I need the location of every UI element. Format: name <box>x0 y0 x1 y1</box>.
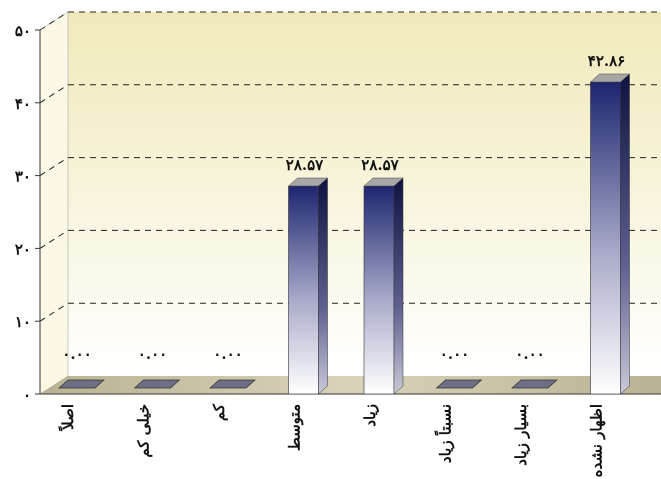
bar-front <box>288 185 319 395</box>
gridline-side <box>39 302 69 322</box>
gridline-side <box>39 157 69 177</box>
y-axis-ticks: ۰ ۱۰ ۲۰ ۳۰ ۴۰ ۵۰ <box>15 22 40 404</box>
data-label: ۰.۰۰ <box>62 345 91 363</box>
bar <box>287 177 329 395</box>
y-tick-label: ۵۰ <box>15 22 31 40</box>
y-tick-label: ۳۰ <box>15 168 31 186</box>
bar-side <box>620 73 630 395</box>
bar-flat <box>435 379 483 389</box>
gridline-side <box>39 229 69 249</box>
bar-side <box>318 177 328 395</box>
bar-front <box>363 185 395 395</box>
bar-side <box>393 177 404 395</box>
data-label: ۲۸.۵۷ <box>286 156 324 174</box>
data-label: ۴۲.۸۶ <box>588 52 625 70</box>
bar <box>133 379 181 389</box>
bar <box>363 177 404 395</box>
gridline-side <box>39 11 69 31</box>
data-label: ۰.۰۰ <box>515 345 544 363</box>
chart-floor <box>40 376 661 394</box>
gridline-side <box>39 84 69 104</box>
category-labels: اصلاً خیلی کم کم متوسط زیاد نسبتاً زیاد بسیار … <box>58 403 606 477</box>
y-tick-label: ۱۰ <box>15 313 31 331</box>
category-label: بسیار زیاد <box>512 404 530 466</box>
gridlines <box>39 11 661 322</box>
data-label: ۰.۰۰ <box>213 345 242 363</box>
bar-front <box>590 81 621 395</box>
bar <box>511 379 558 389</box>
category-label: نسبتاً زیاد <box>434 404 454 463</box>
y-tick-label: ۰ <box>23 386 31 404</box>
category-label: خیلی کم <box>135 404 153 458</box>
data-label: ۰.۰۰ <box>138 345 167 363</box>
data-label: ۰.۰۰ <box>440 345 469 363</box>
bar-flat <box>133 379 181 389</box>
bar-top <box>363 177 404 187</box>
category-label: اصلاً <box>58 404 77 432</box>
bar-top <box>589 73 631 83</box>
bar <box>589 73 631 395</box>
y-tick-label: ۴۰ <box>15 95 31 113</box>
bars <box>58 73 631 395</box>
bar <box>435 379 483 389</box>
bar-flat <box>209 379 256 389</box>
category-label: اظهار نشده <box>588 404 606 477</box>
value-labels: ۰.۰۰ ۰.۰۰ ۰.۰۰ ۲۸.۵۷ ۲۸.۵۷ ۰.۰۰ ۰.۰۰ ۴۲.۸۶ <box>62 52 625 363</box>
y-tick-label: ۲۰ <box>15 240 31 258</box>
category-label: کم <box>210 403 228 421</box>
bar-flat <box>511 379 558 389</box>
bar <box>58 379 105 389</box>
bar-top <box>287 177 329 187</box>
category-label: متوسط <box>286 404 304 451</box>
bar <box>209 379 256 389</box>
data-label: ۲۸.۵۷ <box>361 156 399 174</box>
category-label: زیاد <box>361 404 379 427</box>
side-wall <box>39 11 69 395</box>
bar-flat <box>58 379 105 389</box>
